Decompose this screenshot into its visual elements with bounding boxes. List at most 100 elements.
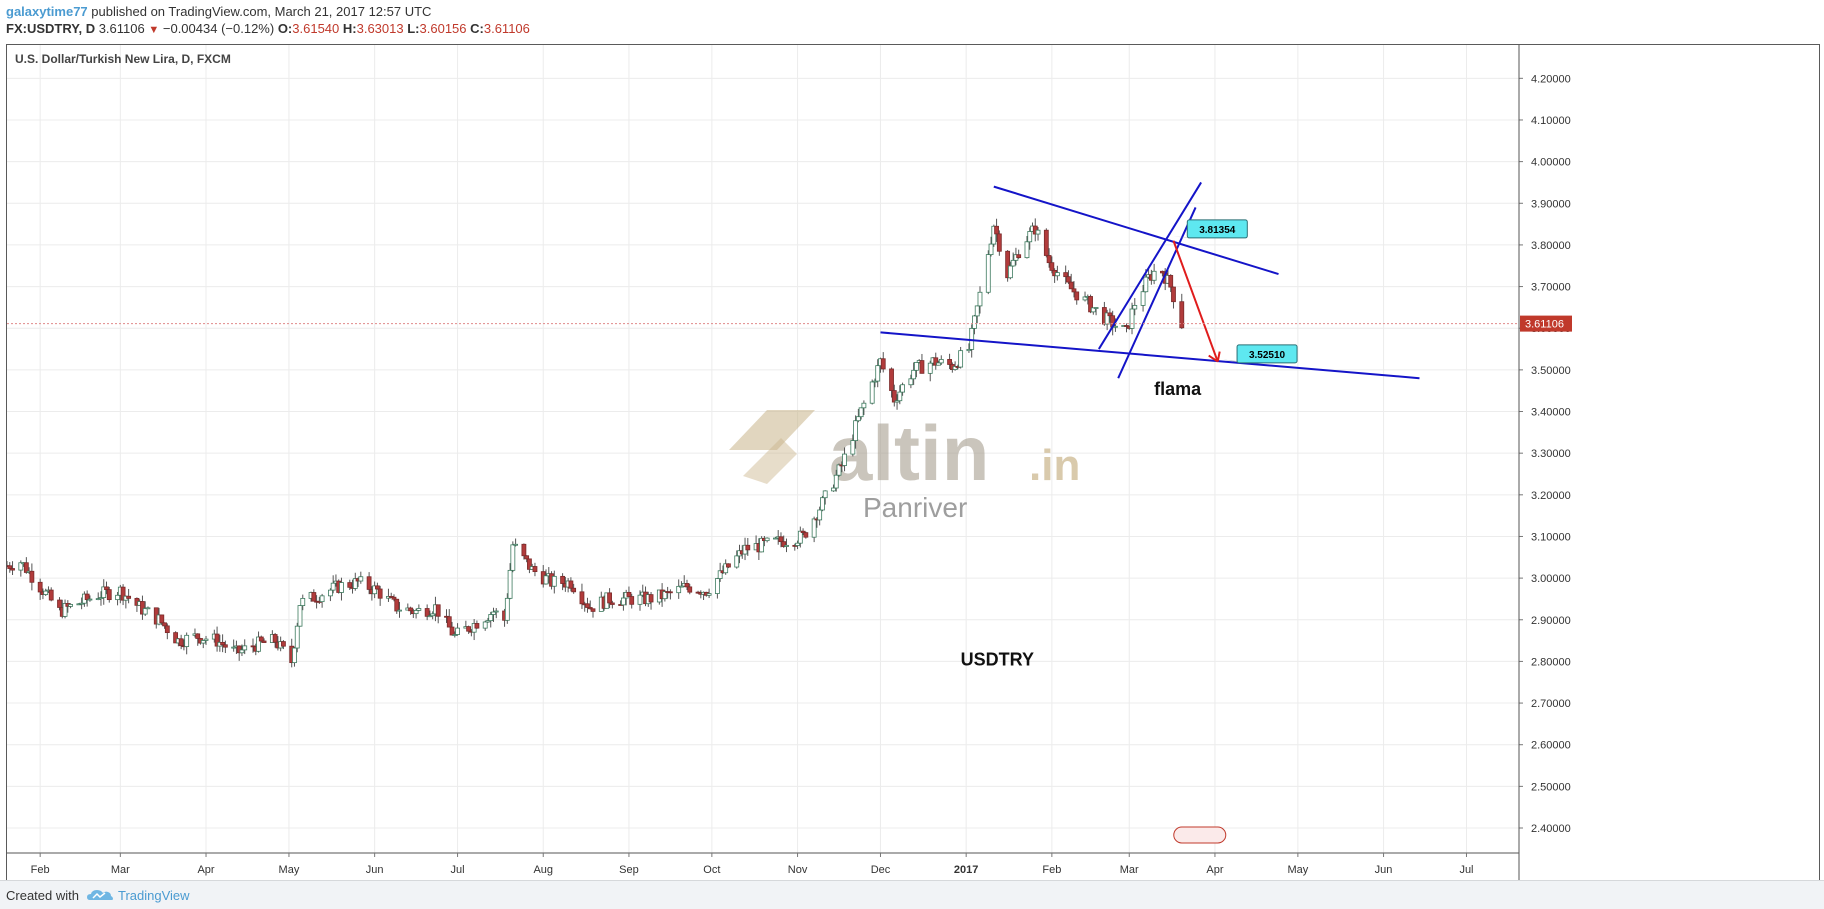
candle-down (106, 589, 112, 601)
candle-up (79, 602, 85, 605)
candle-down (1107, 312, 1113, 317)
candle-down (947, 359, 952, 365)
candle-up (764, 537, 770, 542)
candle-up (897, 391, 903, 402)
x-tick-label: Apr (1206, 864, 1223, 876)
candle-down (84, 593, 90, 600)
economic-event-flag-icon[interactable] (1173, 826, 1227, 844)
candle-up (256, 636, 261, 652)
candle-down (524, 555, 530, 560)
candle-up (1024, 241, 1030, 259)
candle-up (145, 607, 151, 610)
x-tick-label: Sep (619, 864, 639, 876)
close-value: 3.61106 (483, 21, 530, 36)
candle-up (242, 645, 248, 651)
annotation-usdtry[interactable]: USDTRY (961, 650, 1034, 670)
tradingview-link[interactable]: TradingView (118, 888, 190, 903)
candle-up (1035, 229, 1041, 235)
candle-up (330, 582, 336, 591)
y-tick-label: 3.50000 (1531, 365, 1571, 377)
y-tick-label: 3.20000 (1531, 490, 1571, 502)
candle-down (880, 358, 886, 370)
tradingview-cloud-icon (87, 890, 113, 900)
candle-down (57, 599, 62, 608)
x-tick-label: Dec (871, 864, 891, 876)
candle-up (200, 640, 206, 644)
candle-up (1113, 325, 1118, 328)
trendline-lower-support[interactable] (880, 331, 1420, 380)
x-tick-label: Jul (451, 864, 465, 876)
candle-up (1132, 305, 1138, 310)
candle-down (607, 592, 612, 604)
candle-up (621, 597, 626, 606)
candle-down (1046, 255, 1052, 264)
candle-up (485, 620, 491, 623)
candle-down (214, 633, 220, 647)
candle-up (900, 384, 905, 393)
candle-down (281, 641, 286, 647)
y-tick-label: 3.00000 (1531, 573, 1571, 585)
candle-up (820, 497, 825, 511)
x-tick-label: Aug (533, 864, 553, 876)
price-label-upper[interactable]: 3.81354 (1173, 219, 1248, 239)
y-tick-label: 2.70000 (1531, 698, 1571, 710)
footer-bar: Created with TradingView (0, 880, 1824, 909)
price-label-lower[interactable]: 3.52510 (1223, 344, 1298, 364)
candle-up (430, 613, 436, 617)
candle-up (1007, 265, 1013, 279)
x-tick-label: Nov (788, 864, 808, 876)
candle-up (294, 625, 300, 649)
channel-line-upper[interactable] (1097, 181, 1202, 350)
watermark-shape (743, 438, 797, 484)
candle-up (507, 569, 513, 599)
y-tick-label: 3.40000 (1531, 407, 1571, 419)
close-label: C: (470, 21, 484, 36)
candle-up (637, 594, 643, 605)
candle-up (784, 544, 789, 547)
publish-line: galaxytime77 published on TradingView.co… (6, 4, 431, 19)
candle-up (1090, 307, 1096, 313)
candle-up (372, 585, 378, 595)
candle-down (919, 360, 925, 374)
candle-up (513, 543, 519, 546)
x-tick-label: Mar (111, 864, 130, 876)
candle-down (347, 582, 353, 588)
candle-up (817, 509, 823, 521)
candle-down (366, 576, 372, 590)
candle-down (1063, 272, 1069, 278)
y-tick-label: 3.70000 (1531, 282, 1571, 294)
callout-text: 3.52510 (1249, 350, 1286, 361)
candle-up (1093, 307, 1099, 309)
candle-down (29, 570, 35, 583)
candle-up (455, 627, 460, 635)
candle-up (679, 585, 684, 588)
chart-panel[interactable]: altin .in Panriver 3.81354 3.52510 flama USDT… (6, 44, 1820, 882)
low-label: L: (407, 21, 420, 36)
candle-down (1071, 288, 1077, 293)
author-link[interactable]: galaxytime77 (6, 4, 88, 19)
target-arrow (1172, 240, 1219, 362)
trendline-upper-resistance[interactable] (993, 185, 1279, 276)
watermark-shape (729, 410, 815, 450)
candle-down (446, 616, 452, 628)
candle-down (629, 596, 635, 605)
candle-down (684, 583, 690, 588)
annotation-flama[interactable]: flama (1154, 379, 1202, 399)
candle-down (994, 225, 999, 235)
y-tick-label: 3.10000 (1531, 531, 1571, 543)
candle-up (911, 369, 917, 380)
candle-down (1005, 250, 1011, 279)
channel-line-lower[interactable] (1117, 207, 1197, 379)
candle-down (159, 614, 165, 624)
candle-up (850, 440, 856, 455)
candle-down (258, 636, 264, 642)
candle-down (1074, 291, 1080, 301)
candle-up (717, 570, 723, 579)
candle-up (300, 597, 306, 606)
candle-up (872, 380, 878, 383)
candle-down (449, 626, 455, 636)
candle-up (488, 614, 494, 622)
x-tick-label: Apr (197, 864, 214, 876)
y-tick-label: 3.30000 (1531, 448, 1571, 460)
